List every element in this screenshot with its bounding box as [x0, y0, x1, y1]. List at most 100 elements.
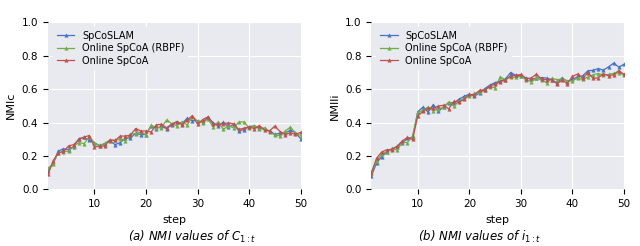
- Online SpCoA (RBPF): [615, 71, 623, 74]
- Online SpCoA: [492, 83, 499, 86]
- SpCoSLAM: [142, 133, 150, 136]
- Y-axis label: NMIc: NMIc: [6, 92, 16, 120]
- SpCoSLAM: [173, 120, 180, 123]
- Online SpCoA (RBPF): [378, 153, 385, 155]
- Online SpCoA (RBPF): [204, 118, 212, 121]
- SpCoSLAM: [49, 162, 57, 165]
- X-axis label: step: step: [163, 215, 186, 225]
- Online SpCoA: [465, 93, 473, 96]
- Online SpCoA: [122, 135, 129, 138]
- SpCoSLAM: [70, 145, 77, 148]
- Online SpCoA (RBPF): [512, 76, 520, 79]
- SpCoSLAM: [455, 98, 463, 101]
- SpCoSLAM: [568, 78, 576, 81]
- Online SpCoA (RBPF): [399, 140, 406, 143]
- Online SpCoA: [522, 77, 530, 80]
- Online SpCoA (RBPF): [168, 122, 175, 125]
- SpCoSLAM: [163, 127, 170, 130]
- SpCoSLAM: [184, 117, 191, 120]
- Online SpCoA (RBPF): [435, 108, 442, 111]
- Online SpCoA (RBPF): [194, 120, 202, 123]
- SpCoSLAM: [486, 84, 494, 87]
- SpCoSLAM: [543, 77, 550, 79]
- Online SpCoA (RBPF): [450, 105, 458, 108]
- SpCoSLAM: [492, 81, 499, 84]
- Online SpCoA (RBPF): [610, 72, 618, 75]
- Online SpCoA (RBPF): [199, 121, 207, 124]
- SpCoSLAM: [584, 69, 592, 72]
- Text: (b) NMI values of $i_{1:t}$: (b) NMI values of $i_{1:t}$: [419, 229, 541, 245]
- Online SpCoA: [512, 74, 520, 77]
- Online SpCoA: [70, 143, 77, 146]
- SpCoSLAM: [383, 151, 390, 154]
- Online SpCoA: [65, 144, 72, 147]
- Online SpCoA: [584, 71, 592, 74]
- Online SpCoA: [486, 85, 494, 88]
- Online SpCoA: [116, 135, 124, 138]
- SpCoSLAM: [157, 125, 165, 128]
- SpCoSLAM: [429, 103, 437, 106]
- Online SpCoA (RBPF): [414, 111, 422, 114]
- Online SpCoA: [383, 148, 390, 151]
- Online SpCoA: [214, 123, 222, 126]
- Online SpCoA: [173, 120, 180, 123]
- Online SpCoA (RBPF): [481, 89, 488, 92]
- Online SpCoA (RBPF): [49, 162, 57, 165]
- Online SpCoA: [255, 124, 263, 127]
- Online SpCoA (RBPF): [157, 126, 165, 129]
- Line: Online SpCoA: Online SpCoA: [46, 114, 302, 176]
- Online SpCoA (RBPF): [584, 75, 592, 78]
- SpCoSLAM: [409, 136, 417, 139]
- Online SpCoA: [297, 131, 305, 134]
- SpCoSLAM: [245, 125, 253, 128]
- Online SpCoA (RBPF): [163, 119, 170, 122]
- SpCoSLAM: [54, 150, 62, 153]
- SpCoSLAM: [287, 129, 294, 132]
- SpCoSLAM: [111, 143, 119, 146]
- Online SpCoA (RBPF): [54, 151, 62, 154]
- Online SpCoA (RBPF): [137, 130, 145, 133]
- Online SpCoA: [230, 123, 237, 125]
- SpCoSLAM: [199, 121, 207, 124]
- Online SpCoA (RBPF): [91, 141, 99, 144]
- Online SpCoA: [548, 78, 556, 81]
- Line: Online SpCoA: Online SpCoA: [370, 69, 626, 175]
- Online SpCoA: [532, 73, 540, 76]
- SpCoSLAM: [394, 145, 401, 148]
- Online SpCoA: [414, 114, 422, 117]
- SpCoSLAM: [75, 137, 83, 140]
- Online SpCoA: [209, 123, 217, 125]
- Online SpCoA (RBPF): [486, 85, 494, 88]
- Online SpCoA: [199, 118, 207, 121]
- X-axis label: step: step: [486, 215, 509, 225]
- Online SpCoA: [137, 129, 145, 132]
- Online SpCoA (RBPF): [404, 141, 412, 144]
- Online SpCoA: [184, 118, 191, 121]
- Online SpCoA: [600, 72, 607, 75]
- Online SpCoA: [610, 73, 618, 76]
- SpCoSLAM: [260, 128, 268, 131]
- Online SpCoA (RBPF): [595, 72, 602, 75]
- SpCoSLAM: [372, 161, 380, 164]
- Online SpCoA (RBPF): [235, 121, 243, 123]
- SpCoSLAM: [127, 137, 134, 139]
- Online SpCoA (RBPF): [522, 78, 530, 81]
- Online SpCoA (RBPF): [558, 77, 566, 80]
- Online SpCoA (RBPF): [502, 78, 509, 81]
- SpCoSLAM: [579, 74, 587, 77]
- Online SpCoA: [620, 73, 628, 76]
- SpCoSLAM: [137, 133, 145, 136]
- SpCoSLAM: [220, 121, 227, 123]
- Online SpCoA: [220, 122, 227, 125]
- Online SpCoA (RBPF): [142, 133, 150, 136]
- Online SpCoA (RBPF): [297, 134, 305, 137]
- Online SpCoA (RBPF): [563, 79, 571, 82]
- Legend: SpCoSLAM, Online SpCoA (RBPF), Online SpCoA: SpCoSLAM, Online SpCoA (RBPF), Online Sp…: [376, 27, 511, 70]
- SpCoSLAM: [615, 66, 623, 69]
- Legend: SpCoSLAM, Online SpCoA (RBPF), Online SpCoA: SpCoSLAM, Online SpCoA (RBPF), Online Sp…: [53, 27, 188, 70]
- SpCoSLAM: [152, 127, 160, 130]
- Online SpCoA (RBPF): [440, 106, 447, 109]
- Online SpCoA (RBPF): [553, 78, 561, 81]
- Online SpCoA (RBPF): [543, 81, 550, 84]
- Online SpCoA (RBPF): [394, 149, 401, 152]
